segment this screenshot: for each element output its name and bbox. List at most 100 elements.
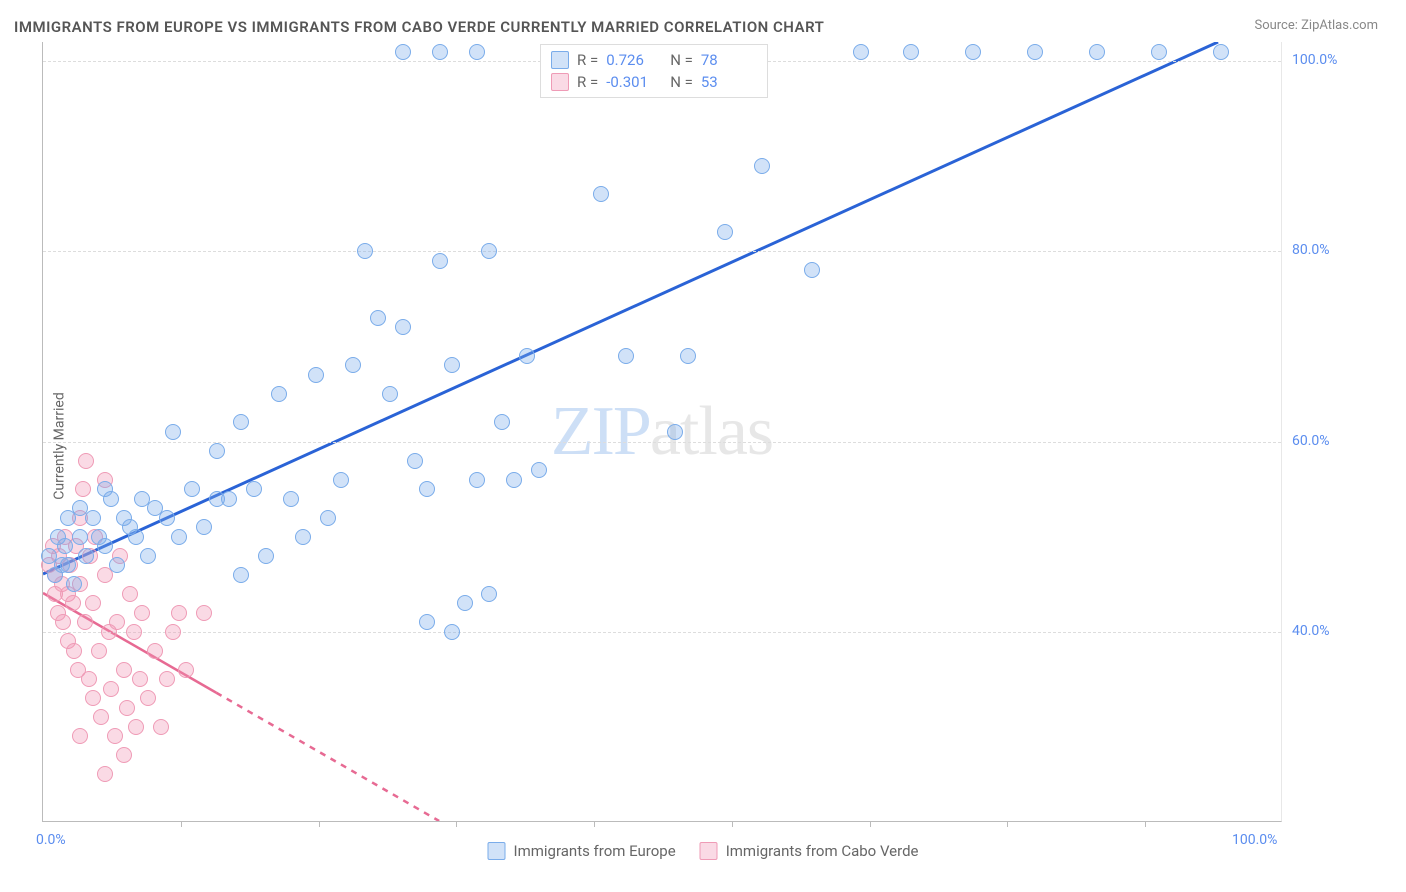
watermark-zip: ZIP [551, 393, 650, 470]
scatter-point-cabo-verde [134, 605, 150, 621]
scatter-point-europe [258, 548, 274, 564]
legend-swatch-europe [551, 51, 569, 69]
scatter-point-europe [60, 557, 76, 573]
x-tick-label: 100.0% [1232, 832, 1277, 848]
scatter-point-europe [481, 586, 497, 602]
correlation-legend: R = 0.726 N = 78 R = -0.301 N = 53 [540, 44, 768, 98]
scatter-point-europe [395, 44, 411, 60]
legend-r-label: R = [577, 51, 598, 69]
scatter-point-europe [419, 614, 435, 630]
legend-label-cabo-verde: Immigrants from Cabo Verde [726, 842, 919, 860]
legend-n-label: N = [670, 51, 693, 69]
scatter-point-europe [506, 472, 522, 488]
scatter-point-europe [432, 44, 448, 60]
scatter-plot-area: ZIPatlas [42, 42, 1282, 822]
x-minor-tick [456, 821, 457, 827]
scatter-point-europe [1213, 44, 1229, 60]
watermark: ZIPatlas [551, 392, 773, 472]
scatter-point-europe [57, 538, 73, 554]
legend-n-label: N = [670, 73, 693, 91]
scatter-point-europe [128, 529, 144, 545]
scatter-point-europe [320, 510, 336, 526]
scatter-point-europe [494, 414, 510, 430]
x-minor-tick [594, 821, 595, 827]
scatter-point-europe [271, 386, 287, 402]
legend-n-value-cabo-verde: 53 [701, 73, 757, 91]
legend-r-value-cabo-verde: -0.301 [606, 73, 662, 91]
scatter-point-cabo-verde [126, 624, 142, 640]
scatter-point-europe [419, 481, 435, 497]
scatter-point-cabo-verde [107, 728, 123, 744]
scatter-point-europe [171, 529, 187, 545]
scatter-point-europe [72, 529, 88, 545]
scatter-point-cabo-verde [77, 614, 93, 630]
scatter-point-europe [246, 481, 262, 497]
scatter-point-cabo-verde [119, 700, 135, 716]
scatter-point-cabo-verde [140, 690, 156, 706]
scatter-point-europe [444, 357, 460, 373]
scatter-point-europe [903, 44, 919, 60]
scatter-point-cabo-verde [78, 453, 94, 469]
scatter-point-cabo-verde [132, 671, 148, 687]
scatter-point-europe [1151, 44, 1167, 60]
scatter-point-cabo-verde [122, 586, 138, 602]
scatter-point-cabo-verde [93, 709, 109, 725]
legend-r-value-europe: 0.726 [606, 51, 662, 69]
scatter-point-cabo-verde [97, 766, 113, 782]
legend-swatch-cabo-verde [700, 842, 718, 860]
scatter-point-europe [333, 472, 349, 488]
scatter-point-cabo-verde [128, 719, 144, 735]
scatter-point-europe [103, 491, 119, 507]
scatter-point-europe [295, 529, 311, 545]
scatter-point-europe [804, 262, 820, 278]
scatter-point-europe [444, 624, 460, 640]
scatter-point-europe [140, 548, 156, 564]
series-legend: Immigrants from Europe Immigrants from C… [488, 842, 919, 860]
legend-item-cabo-verde: Immigrants from Cabo Verde [700, 842, 919, 860]
scatter-point-europe [184, 481, 200, 497]
scatter-point-cabo-verde [75, 481, 91, 497]
scatter-point-cabo-verde [178, 662, 194, 678]
scatter-point-europe [66, 576, 82, 592]
correlation-legend-row-europe: R = 0.726 N = 78 [551, 49, 757, 71]
scatter-point-europe [97, 538, 113, 554]
scatter-point-europe [667, 424, 683, 440]
correlation-legend-row-cabo-verde: R = -0.301 N = 53 [551, 71, 757, 93]
scatter-point-europe [357, 243, 373, 259]
gridline [43, 632, 1281, 633]
scatter-point-cabo-verde [165, 624, 181, 640]
scatter-point-cabo-verde [91, 643, 107, 659]
scatter-point-europe [165, 424, 181, 440]
scatter-point-cabo-verde [159, 671, 175, 687]
scatter-point-cabo-verde [153, 719, 169, 735]
x-tick-label: 0.0% [36, 832, 66, 848]
legend-r-label: R = [577, 73, 598, 91]
scatter-point-europe [469, 472, 485, 488]
scatter-point-europe [345, 357, 361, 373]
scatter-point-europe [481, 243, 497, 259]
legend-item-europe: Immigrants from Europe [488, 842, 676, 860]
x-minor-tick [1007, 821, 1008, 827]
gridline [43, 251, 1281, 252]
scatter-point-europe [109, 557, 125, 573]
scatter-point-cabo-verde [55, 614, 71, 630]
scatter-point-europe [754, 158, 770, 174]
scatter-point-europe [407, 453, 423, 469]
scatter-point-europe [1027, 44, 1043, 60]
y-tick-label: 40.0% [1292, 623, 1330, 639]
y-tick-label: 60.0% [1292, 433, 1330, 449]
scatter-point-europe [283, 491, 299, 507]
chart-title: IMMIGRANTS FROM EUROPE VS IMMIGRANTS FRO… [14, 18, 824, 36]
scatter-point-europe [593, 186, 609, 202]
scatter-point-europe [370, 310, 386, 326]
legend-swatch-cabo-verde [551, 73, 569, 91]
x-minor-tick [732, 821, 733, 827]
scatter-point-cabo-verde [103, 681, 119, 697]
scatter-point-europe [233, 567, 249, 583]
scatter-point-europe [209, 491, 225, 507]
x-minor-tick [319, 821, 320, 827]
scatter-point-cabo-verde [171, 605, 187, 621]
x-minor-tick [1145, 821, 1146, 827]
scatter-point-europe [382, 386, 398, 402]
y-tick-label: 80.0% [1292, 242, 1330, 258]
